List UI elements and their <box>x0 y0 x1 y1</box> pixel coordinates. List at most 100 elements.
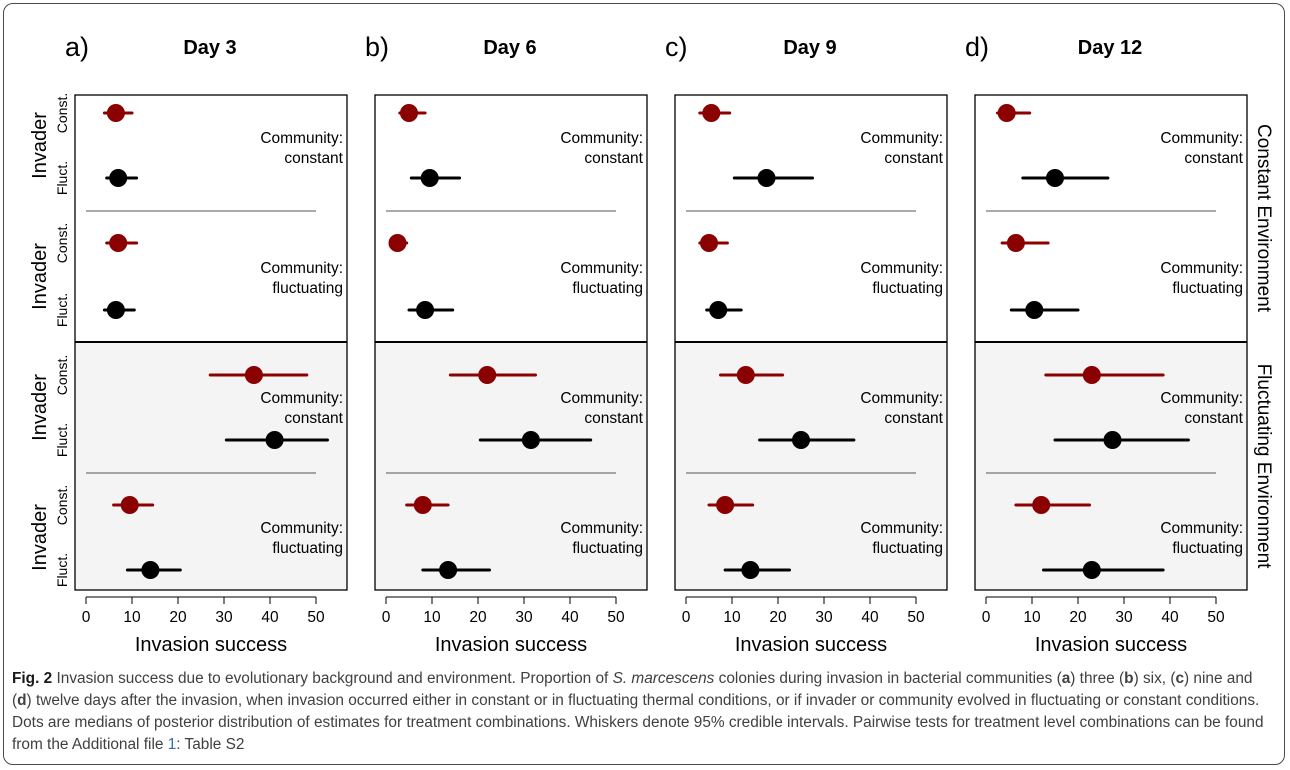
panel-letter: c) <box>665 32 688 62</box>
forest-plot-figure: a) Day 3 Community: constant Community: fluct… <box>29 32 1274 656</box>
community-label: constant <box>1184 150 1243 167</box>
median-point <box>702 104 721 122</box>
panel-3: c) Day 9 Community: constant Community: fluct… <box>665 32 948 656</box>
median-point <box>106 104 125 122</box>
row-label-const: Const. <box>54 93 70 133</box>
community-label: fluctuating <box>1172 540 1243 557</box>
panel-border <box>974 94 1248 591</box>
community-label: constant <box>1184 410 1243 427</box>
x-tick-label: 40 <box>261 609 279 626</box>
x-tick-label: 0 <box>382 609 391 626</box>
median-point <box>420 169 439 187</box>
caption-text: : Table S2 <box>176 736 245 753</box>
x-tick-label: 30 <box>515 609 533 626</box>
x-tick-label: 20 <box>1069 609 1087 626</box>
median-point <box>120 496 139 514</box>
community-label: constant <box>884 410 943 427</box>
panel-title: Day 12 <box>1078 37 1143 59</box>
community-label: constant <box>584 410 643 427</box>
community-label: fluctuating <box>1172 280 1243 297</box>
median-point <box>1032 496 1051 514</box>
community-label: Community: <box>260 130 343 147</box>
caption-text: ) six, ( <box>1133 670 1176 687</box>
x-tick-label: 40 <box>861 609 879 626</box>
community-label: fluctuating <box>872 280 943 297</box>
community-label: Community: <box>1160 260 1243 277</box>
environment-label: Constant Environment <box>1253 124 1274 313</box>
median-point <box>265 431 284 449</box>
row-label-fluct: Fluct. <box>54 161 70 195</box>
environment-label: Fluctuating Environment <box>1253 364 1274 570</box>
community-label: Community: <box>1160 520 1243 537</box>
fluctuating-background <box>675 342 947 590</box>
median-point <box>1103 431 1122 449</box>
x-axis-label: Invasion success <box>435 634 587 656</box>
community-label: constant <box>284 150 343 167</box>
x-tick-label: 0 <box>682 609 691 626</box>
median-point <box>400 104 418 122</box>
median-point <box>141 561 160 579</box>
x-axis-label: Invasion success <box>135 634 287 656</box>
x-tick-label: 40 <box>561 609 579 626</box>
row-label-invader: Invader <box>29 374 51 441</box>
median-point <box>478 366 497 384</box>
median-point <box>792 431 810 449</box>
fluctuating-background <box>75 342 347 590</box>
median-point <box>1082 366 1101 384</box>
x-tick-label: 20 <box>469 609 487 626</box>
fluctuating-background <box>975 342 1247 590</box>
panel-border <box>374 94 648 591</box>
community-label: Community: <box>1160 130 1243 147</box>
median-point <box>106 301 125 319</box>
x-tick-label: 10 <box>1023 609 1041 626</box>
community-label: constant <box>884 150 943 167</box>
caption-text: ) three ( <box>1070 670 1125 687</box>
community-label: fluctuating <box>272 280 343 297</box>
row-label-invader: Invader <box>29 243 51 310</box>
caption-text: Invasion success due to evolutionary bac… <box>52 670 613 687</box>
caption-text: ) twelve days after the invasion, when i… <box>12 692 1264 753</box>
panel-letter: d) <box>965 32 989 62</box>
community-label: constant <box>284 410 343 427</box>
median-point <box>109 234 128 252</box>
x-tick-label: 20 <box>169 609 187 626</box>
community-label: Community: <box>1160 390 1243 407</box>
x-tick-label: 50 <box>607 609 625 626</box>
additional-file-link[interactable]: 1 <box>167 736 177 753</box>
median-point <box>709 301 728 319</box>
median-point <box>1025 301 1044 319</box>
caption-panel-ref: a <box>1061 670 1071 687</box>
median-point <box>757 169 776 187</box>
community-label: Community: <box>860 130 943 147</box>
x-tick-label: 10 <box>123 609 141 626</box>
panel-letter: a) <box>65 32 89 62</box>
row-label-fluct: Fluct. <box>54 423 70 457</box>
x-tick-label: 0 <box>82 609 91 626</box>
figure-caption: Fig. 2 Invasion success due to evolution… <box>12 668 1274 756</box>
x-tick-label: 50 <box>907 609 925 626</box>
panel-letter: b) <box>365 32 389 62</box>
community-label: Community: <box>260 390 343 407</box>
median-point <box>1046 169 1064 187</box>
x-tick-label: 50 <box>1207 609 1225 626</box>
caption-text: colonies during invasion in bacterial co… <box>714 670 1062 687</box>
row-label-const: Const. <box>54 223 70 263</box>
panel-border <box>674 94 948 591</box>
community-label: Community: <box>560 130 643 147</box>
median-point <box>244 366 263 384</box>
community-label: Community: <box>860 520 943 537</box>
x-tick-label: 40 <box>1161 609 1179 626</box>
row-label-invader: Invader <box>29 112 51 179</box>
community-label: Community: <box>560 260 643 277</box>
x-tick-label: 10 <box>423 609 441 626</box>
row-label-const: Const. <box>54 485 70 525</box>
community-label: Community: <box>260 260 343 277</box>
community-label: Community: <box>560 390 643 407</box>
panel-border <box>74 94 348 591</box>
median-point <box>521 431 540 449</box>
fluctuating-background <box>375 342 647 590</box>
caption-label: Fig. 2 <box>12 670 53 687</box>
x-tick-label: 30 <box>815 609 833 626</box>
caption-text: ) nine and ( <box>12 670 1253 709</box>
median-point <box>997 104 1016 122</box>
